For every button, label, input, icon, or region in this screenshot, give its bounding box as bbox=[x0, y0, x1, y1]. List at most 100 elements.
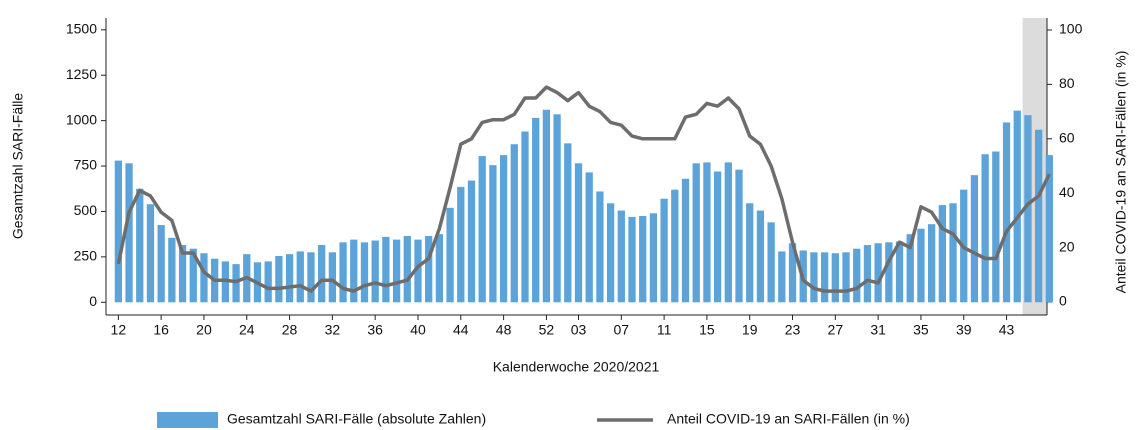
y2-tick-label: 40 bbox=[1059, 184, 1075, 200]
bar bbox=[724, 162, 732, 303]
bar bbox=[831, 253, 839, 303]
bar bbox=[457, 186, 465, 303]
bar bbox=[703, 162, 711, 303]
x-tick-label: 27 bbox=[828, 322, 844, 338]
bar bbox=[606, 203, 615, 303]
bar bbox=[863, 245, 872, 303]
bar bbox=[425, 235, 433, 303]
x-tick-label: 48 bbox=[496, 322, 512, 338]
bar bbox=[788, 243, 797, 303]
y-tick-label: 500 bbox=[74, 202, 98, 218]
bar bbox=[649, 213, 658, 303]
bar bbox=[938, 205, 946, 303]
y-tick-label: 1000 bbox=[66, 111, 97, 127]
legend-label: Anteil COVID-19 an SARI-Fällen (in %) bbox=[667, 411, 910, 427]
bar bbox=[328, 252, 337, 303]
bar bbox=[639, 216, 647, 303]
y-tick-label: 1500 bbox=[66, 21, 97, 37]
x-tick-label: 12 bbox=[111, 322, 127, 338]
bar bbox=[114, 160, 122, 303]
bar bbox=[617, 210, 625, 303]
bar bbox=[264, 261, 272, 303]
bar bbox=[874, 243, 882, 303]
y-tick-label: 250 bbox=[74, 248, 98, 264]
bar bbox=[660, 198, 668, 303]
bar bbox=[360, 242, 369, 303]
bar bbox=[756, 210, 765, 303]
bar bbox=[168, 237, 176, 303]
x-tick-label: 20 bbox=[196, 322, 212, 338]
legend-swatch bbox=[157, 412, 218, 428]
bar bbox=[285, 254, 294, 303]
bar bbox=[1002, 122, 1011, 303]
bar bbox=[392, 239, 401, 303]
bar bbox=[1045, 155, 1053, 303]
bar bbox=[842, 252, 850, 303]
bar bbox=[125, 163, 133, 303]
bar bbox=[157, 225, 165, 303]
bar bbox=[467, 180, 476, 303]
y2-axis-label: Anteil COVID-19 an SARI-Fällen (in %) bbox=[1113, 51, 1129, 294]
bar bbox=[136, 188, 144, 303]
x-tick-label: 23 bbox=[785, 322, 801, 338]
x-tick-label: 07 bbox=[614, 322, 630, 338]
x-tick-label: 15 bbox=[699, 322, 715, 338]
x-tick-label: 39 bbox=[956, 322, 972, 338]
bar bbox=[927, 224, 936, 303]
bar bbox=[521, 131, 529, 303]
y2-tick-label: 80 bbox=[1059, 75, 1075, 91]
bar bbox=[735, 169, 743, 303]
bar bbox=[574, 163, 583, 303]
bar bbox=[767, 222, 775, 303]
x-axis-label: Kalenderwoche 2020/2021 bbox=[493, 359, 660, 375]
bar bbox=[446, 207, 454, 303]
x-tick-label: 19 bbox=[742, 322, 758, 338]
bar bbox=[275, 255, 283, 303]
bar bbox=[478, 156, 486, 303]
x-tick-label: 32 bbox=[325, 322, 341, 338]
bar bbox=[189, 248, 197, 303]
bar bbox=[917, 228, 925, 303]
bar bbox=[178, 245, 187, 303]
y-tick-label: 750 bbox=[74, 157, 98, 173]
bar bbox=[499, 155, 508, 303]
bar bbox=[371, 240, 379, 303]
y-axis-label: Gesamtzahl SARI-Fälle bbox=[10, 93, 26, 239]
bar bbox=[382, 236, 390, 303]
bar bbox=[906, 234, 914, 303]
bar bbox=[585, 172, 593, 303]
y2-tick-label: 20 bbox=[1059, 238, 1075, 254]
x-tick-label: 44 bbox=[453, 322, 469, 338]
x-tick-label: 03 bbox=[571, 322, 587, 338]
bar bbox=[542, 109, 551, 303]
bar bbox=[885, 242, 893, 303]
bar bbox=[403, 235, 411, 303]
y2-tick-label: 0 bbox=[1059, 293, 1067, 309]
bar bbox=[339, 242, 347, 303]
bar bbox=[713, 171, 722, 303]
bar bbox=[820, 252, 829, 303]
bar bbox=[810, 252, 818, 303]
bar bbox=[671, 189, 679, 303]
x-tick-label: 31 bbox=[870, 322, 886, 338]
x-tick-label: 43 bbox=[999, 322, 1015, 338]
bar bbox=[146, 204, 155, 303]
x-tick-label: 52 bbox=[539, 322, 555, 338]
bar bbox=[778, 251, 786, 303]
bar bbox=[296, 251, 304, 303]
bar bbox=[510, 144, 518, 303]
legend-label: Gesamtzahl SARI-Fälle (absolute Zahlen) bbox=[227, 411, 486, 427]
bar bbox=[992, 151, 1000, 303]
bar bbox=[1035, 129, 1043, 303]
bar bbox=[746, 203, 754, 303]
bar bbox=[553, 114, 561, 303]
bar bbox=[435, 234, 444, 303]
bar bbox=[596, 191, 604, 303]
y-tick-label: 0 bbox=[89, 293, 97, 309]
bar bbox=[200, 253, 208, 303]
bar bbox=[350, 239, 358, 303]
bar bbox=[970, 175, 979, 303]
x-tick-label: 11 bbox=[657, 322, 672, 338]
bar bbox=[318, 245, 326, 303]
bar bbox=[1024, 115, 1032, 303]
